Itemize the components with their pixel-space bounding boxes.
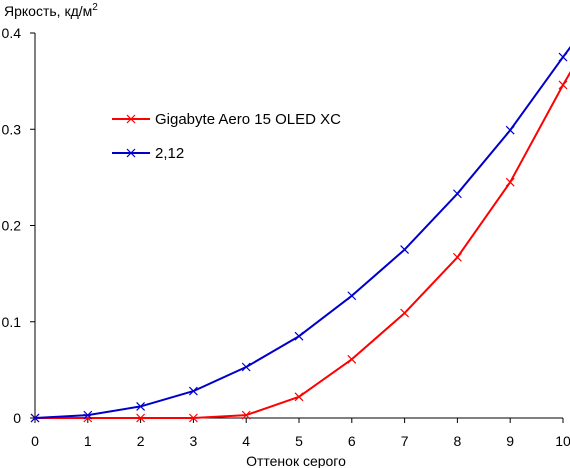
data-point — [136, 402, 146, 411]
data-point — [347, 354, 357, 364]
x-tick-label: 10 — [555, 433, 570, 449]
data-point — [30, 413, 40, 423]
legend-marker — [126, 148, 136, 158]
data-point — [505, 125, 515, 135]
data-point — [241, 410, 251, 420]
legend-entry-1: Gigabyte Aero 15 OLED XC — [112, 111, 341, 128]
series-line — [34, 46, 570, 419]
x-axis-label: Оттенок серого — [246, 453, 346, 468]
y-tick-label: 0 — [13, 410, 21, 426]
data-point — [294, 392, 304, 402]
series-line — [35, 71, 570, 419]
x-tick-label: 5 — [295, 433, 303, 449]
x-tick-label: 7 — [401, 433, 409, 449]
data-point — [136, 413, 146, 423]
legend: Gigabyte Aero 15 OLED XC 2,12 — [112, 111, 341, 162]
x-tick-label: 9 — [506, 433, 514, 449]
data-point — [505, 177, 515, 187]
data-point — [347, 291, 357, 301]
x-tick-label: 3 — [190, 433, 198, 449]
data-point — [188, 386, 198, 396]
data-point — [452, 252, 462, 262]
y-tick-label: 0.1 — [2, 314, 22, 330]
series-2 — [30, 46, 570, 423]
x-tick-label: 8 — [454, 433, 462, 449]
data-point — [241, 362, 251, 372]
data-point — [188, 413, 198, 423]
data-point — [400, 245, 410, 254]
legend-entry-2: 2,12 — [112, 145, 184, 162]
data-point — [400, 308, 410, 318]
x-tick-label: 2 — [137, 433, 145, 449]
y-tick-label: 0.2 — [2, 218, 22, 234]
x-tick-label: 0 — [31, 433, 39, 449]
axes: 0 1 2 3 4 5 6 7 8 9 10 0 0.1 0.2 0.3 0.4 — [2, 25, 570, 449]
data-point — [558, 80, 568, 90]
data-point — [83, 410, 93, 420]
legend-label: Gigabyte Aero 15 OLED XC — [155, 111, 341, 128]
legend-label: 2,12 — [155, 145, 184, 162]
x-tick-label: 1 — [84, 433, 92, 449]
x-tick-label: 4 — [242, 433, 250, 449]
y-tick-label: 0.4 — [2, 25, 22, 41]
data-point — [452, 189, 462, 199]
y-tick-label: 0.3 — [2, 121, 22, 137]
y-axis-label: Яркость, кд/м2 — [4, 2, 98, 19]
data-point — [558, 52, 568, 62]
series-layer — [30, 46, 570, 423]
x-tick-label: 6 — [348, 433, 356, 449]
legend-marker — [126, 114, 136, 124]
data-point — [294, 331, 304, 341]
